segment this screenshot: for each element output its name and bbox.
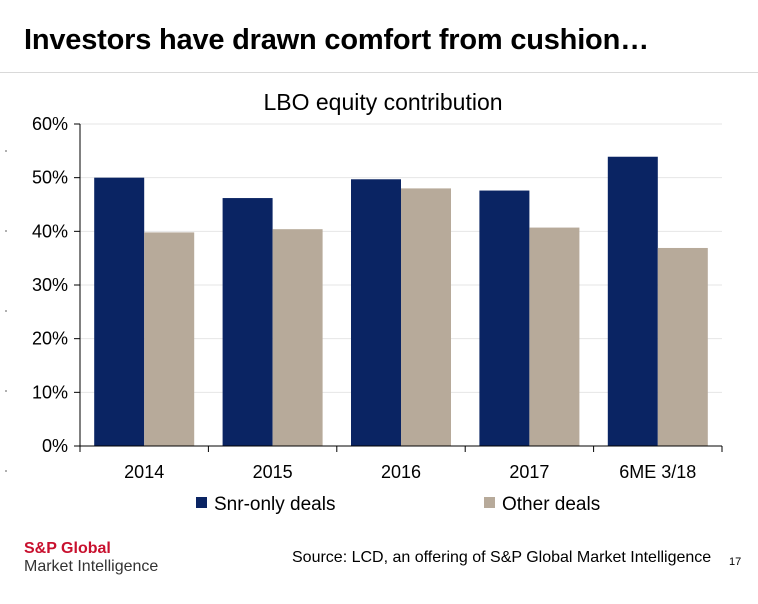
legend-swatch — [196, 497, 207, 508]
chart-title: LBO equity contribution — [263, 89, 502, 115]
y-tick-label: 30% — [32, 275, 68, 295]
brand-name: S&P Global — [24, 540, 111, 557]
bar-snr-only-deals — [222, 198, 273, 446]
legend-swatch — [484, 497, 495, 508]
bar-snr-only-deals — [479, 190, 530, 446]
y-tick-label: 20% — [32, 329, 68, 349]
x-tick-label: 2014 — [124, 462, 164, 482]
bar-chart: LBO equity contribution 0% 10% 20% 30% 40% 50… — [32, 89, 723, 515]
bar-snr-only-deals — [607, 156, 658, 446]
bars — [94, 156, 708, 446]
edge-dot — [5, 470, 7, 472]
bar-other-deals — [529, 227, 580, 446]
y-tick-label: 10% — [32, 382, 68, 402]
legend-label: Snr-only deals — [214, 494, 335, 515]
bar-other-deals — [401, 188, 451, 446]
bar-other-deals — [272, 229, 323, 446]
axes — [74, 123, 723, 452]
legend-label: Other deals — [502, 494, 600, 515]
y-tick-label: 50% — [32, 168, 68, 188]
x-tick-label: 6ME 3/18 — [619, 462, 696, 482]
y-tick-label: 0% — [42, 436, 68, 456]
y-tick-label: 40% — [32, 221, 68, 241]
axis-labels: 0% 10% 20% 30% 40% 50% 60% 2014 2015 2016 2017 6ME … — [32, 114, 696, 482]
brand-subtitle: Market Intelligence — [24, 557, 159, 575]
page-number: 17 — [729, 556, 742, 568]
title-divider — [0, 72, 758, 73]
source-note: Source: LCD, an offering of S&P Global M… — [292, 549, 712, 566]
bar-other-deals — [657, 247, 708, 446]
brand-logo: S&P Global Market Intelligence — [24, 540, 158, 575]
edge-dot — [5, 390, 7, 392]
bar-snr-only-deals — [94, 177, 145, 446]
page-title: Investors have drawn comfort from cushio… — [24, 24, 649, 56]
edge-dot — [5, 150, 7, 152]
x-tick-label: 2016 — [381, 462, 421, 482]
bar-other-deals — [144, 232, 195, 446]
legend: Snr-only deals Other deals — [196, 494, 600, 515]
edge-dot — [5, 310, 7, 312]
edge-dot — [5, 230, 7, 232]
x-tick-label: 2015 — [253, 462, 293, 482]
x-tick-label: 2017 — [509, 462, 549, 482]
y-tick-label: 60% — [32, 114, 68, 134]
bar-snr-only-deals — [351, 179, 401, 446]
